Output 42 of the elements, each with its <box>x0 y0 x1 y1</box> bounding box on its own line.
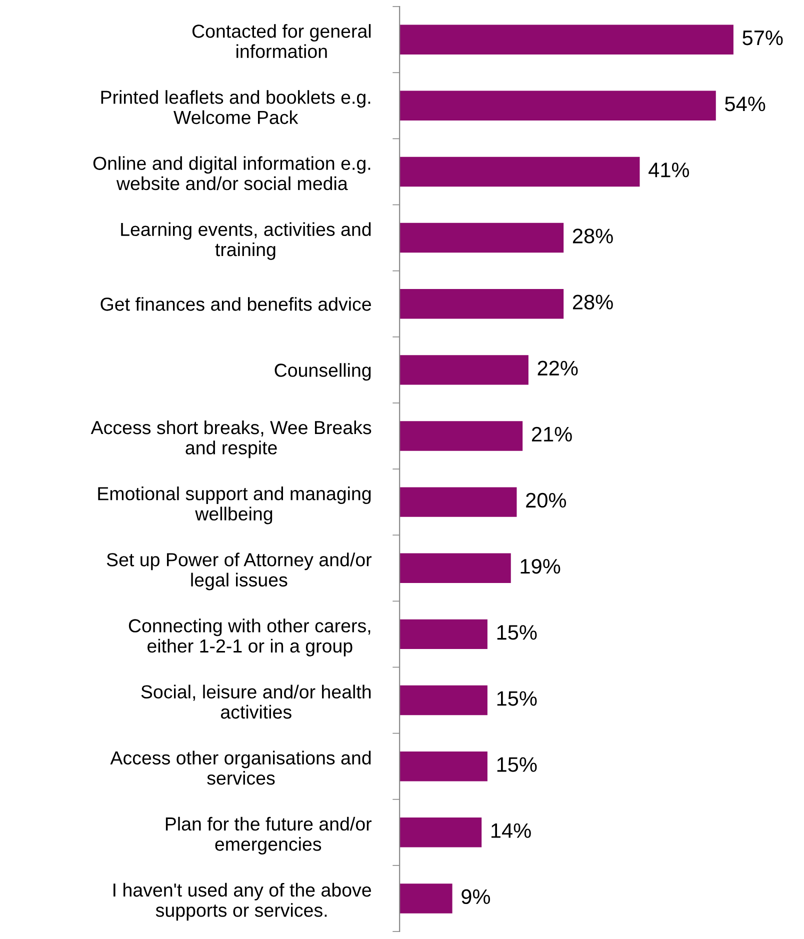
bar <box>400 818 482 848</box>
y-tick-label: I haven't used any of the above supports or services. <box>114 882 371 921</box>
y-tick-label: Learning events, activities and training <box>121 222 371 260</box>
data-label: 22% <box>538 360 578 376</box>
data-label: 14% <box>492 823 531 838</box>
y-tick-label: Contacted for general information <box>192 24 371 58</box>
y-tick-label: Emotional support and managing wellbeing <box>98 486 371 524</box>
bar <box>400 685 488 716</box>
y-tick-label: Plan for the future and/or emergencies <box>166 816 372 855</box>
data-label: 19% <box>520 558 560 574</box>
y-tick-label: Get finances and benefits advice <box>100 297 371 311</box>
data-label: 28% <box>572 228 613 244</box>
y-tick-label: Access other organisations and services <box>110 750 371 785</box>
bar <box>400 24 734 54</box>
bar <box>400 421 523 451</box>
bar <box>400 487 517 517</box>
data-label: 21% <box>532 426 572 442</box>
y-tick-label: Counselling <box>274 363 371 381</box>
y-tick-label: Online and digital information e.g. website and/or social media <box>93 156 370 190</box>
data-label: 54% <box>725 96 766 112</box>
data-label: 20% <box>526 492 566 508</box>
bar <box>400 289 564 319</box>
y-tick-label: Connecting with other carers, either 1-2-1 or in a group <box>128 618 370 656</box>
data-label: 15% <box>497 625 537 640</box>
data-label: 9% <box>462 889 490 904</box>
bar <box>400 90 716 121</box>
bar <box>400 619 488 650</box>
data-label: 41% <box>648 162 690 178</box>
data-label: 57% <box>742 30 783 46</box>
bar <box>400 222 564 253</box>
bar <box>400 156 640 187</box>
bar <box>400 751 488 782</box>
y-tick-label: Printed leaflets and booklets e.g. Welcome Pack <box>101 90 370 124</box>
y-tick-label: Access short breaks, Wee Breaks and respite <box>90 420 372 458</box>
data-label: 15% <box>497 691 537 706</box>
data-label: 15% <box>497 757 537 772</box>
y-tick-label: Social, leisure and/or health activities <box>141 684 371 719</box>
bar <box>400 553 511 583</box>
bar <box>400 884 452 914</box>
y-tick-label: Set up Power of Attorney and/or legal issues <box>106 552 372 590</box>
data-label: 28% <box>572 294 613 310</box>
bar <box>400 355 528 385</box>
